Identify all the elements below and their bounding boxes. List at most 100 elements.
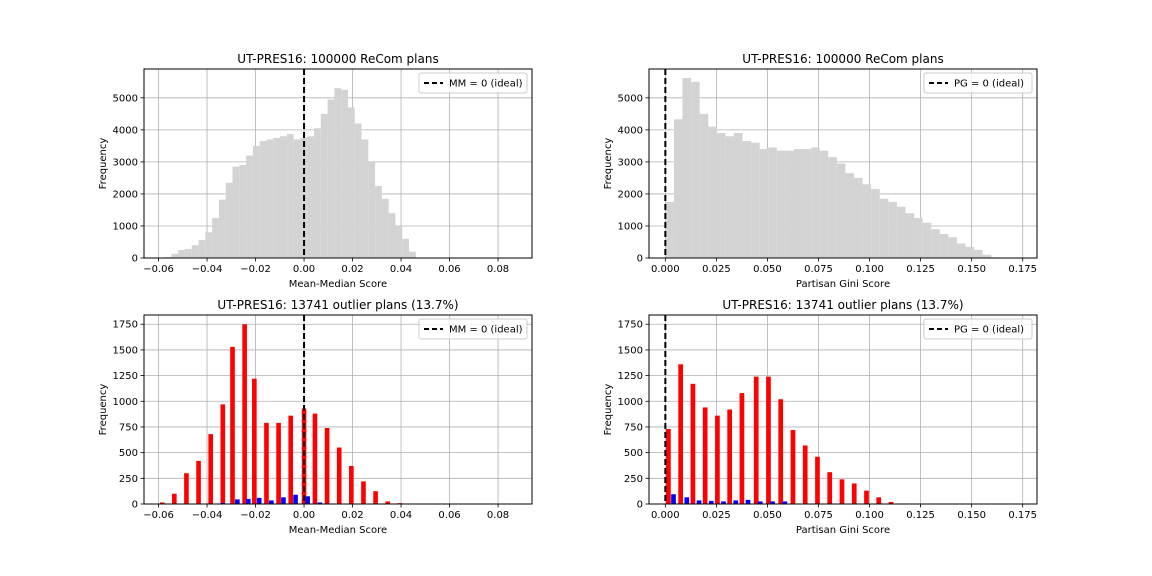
x-tick-label: 0.06 xyxy=(438,264,460,275)
x-tick-label: 0.075 xyxy=(804,510,833,521)
histogram-bar xyxy=(361,481,366,504)
y-axis-label: Frequency xyxy=(603,384,614,436)
histogram-bar xyxy=(293,139,301,258)
subplot-bottom-right: 0.000 0.025 0.050 0.075 0.100 0.125 0.150 0.175… xyxy=(603,298,1038,536)
histogram-bar xyxy=(395,225,403,258)
histogram-bar xyxy=(191,245,199,258)
y-tick-label: 1000 xyxy=(618,221,643,232)
histogram-bar xyxy=(922,222,932,258)
histogram-bar xyxy=(212,217,219,258)
histogram-bar xyxy=(785,150,794,258)
chart-title: UT-PRES16: 13741 outlier plans (13.7%) xyxy=(722,298,963,312)
histogram-bar xyxy=(196,460,201,504)
histogram-bar xyxy=(230,346,235,504)
histogram-bar xyxy=(745,499,751,504)
histogram-bar xyxy=(690,383,696,504)
y-tick-label: 500 xyxy=(624,448,643,459)
x-tick-label: 0.00 xyxy=(293,510,315,521)
histogram-bar xyxy=(172,493,177,504)
histogram-bar xyxy=(682,77,692,259)
histogram-bar xyxy=(225,182,233,258)
histogram-bar xyxy=(753,376,759,504)
x-tick-label: −0.04 xyxy=(192,264,223,275)
y-tick-label: 3000 xyxy=(113,157,138,168)
y-tick-label: 2000 xyxy=(113,189,138,200)
histogram-bar xyxy=(776,150,786,258)
histogram-bar xyxy=(751,142,760,258)
y-tick-label: 0 xyxy=(637,254,643,265)
legend-label: PG = 0 (ideal) xyxy=(954,79,1024,90)
histogram-bar xyxy=(956,243,966,258)
histogram-bar xyxy=(716,133,726,258)
y-tick-label: 1250 xyxy=(618,371,643,382)
y-tick-label: 0 xyxy=(132,500,138,511)
histogram-bar xyxy=(778,399,784,504)
y-tick-label: 4000 xyxy=(618,125,643,136)
legend: MM = 0 (ideal) xyxy=(418,318,528,340)
y-tick-label: 1500 xyxy=(618,345,643,356)
histogram-bar xyxy=(286,134,294,258)
histogram-bar xyxy=(269,500,274,504)
histogram-bar xyxy=(381,198,389,258)
x-tick-label: 0.050 xyxy=(753,264,782,275)
x-tick-label: 0.000 xyxy=(651,510,680,521)
histogram-bar xyxy=(839,479,845,504)
histogram-bar xyxy=(385,501,391,504)
histogram-bar xyxy=(252,378,257,504)
x-tick-label: 0.075 xyxy=(804,264,833,275)
histogram-bar xyxy=(666,429,671,504)
histogram-bar xyxy=(402,238,410,258)
histogram-bar xyxy=(341,89,348,258)
histogram-bar xyxy=(354,123,362,258)
x-tick-label: 0.000 xyxy=(651,264,680,275)
histogram-bar xyxy=(725,136,734,258)
histogram-bar xyxy=(184,473,189,504)
histogram-bar xyxy=(684,497,690,504)
histogram-bar xyxy=(307,136,314,258)
chart-title: UT-PRES16: 13741 outlier plans (13.7%) xyxy=(217,298,458,312)
histogram-bar xyxy=(246,155,253,258)
histogram-bar xyxy=(871,189,880,258)
histogram-bar xyxy=(178,249,185,258)
histogram-bar xyxy=(864,490,869,504)
histogram-bar xyxy=(293,494,298,504)
histogram-bar xyxy=(896,206,906,258)
histogram-bar xyxy=(220,404,226,504)
histogram-bar xyxy=(699,113,709,258)
legend: MM = 0 (ideal) xyxy=(418,72,528,94)
histogram-bar xyxy=(793,149,803,258)
histogram-bar xyxy=(888,501,894,504)
histogram-bar xyxy=(739,393,745,504)
y-tick-label: 4000 xyxy=(113,125,138,136)
histogram-bar xyxy=(702,407,708,504)
histogram-bar xyxy=(409,251,416,258)
histogram-bar xyxy=(766,376,771,504)
x-axis-label: Partisan Gini Score xyxy=(796,279,890,290)
y-tick-label: 1500 xyxy=(113,345,138,356)
histogram-bar xyxy=(757,501,763,504)
x-tick-label: 0.02 xyxy=(341,264,363,275)
histogram-bar xyxy=(375,185,382,258)
histogram-bar xyxy=(349,465,354,504)
histogram-bar xyxy=(727,409,733,504)
histogram-bar xyxy=(368,161,376,258)
histogram-bar xyxy=(317,502,323,504)
x-tick-label: 0.175 xyxy=(1008,510,1037,521)
histogram-bar xyxy=(301,408,307,504)
histogram-bar xyxy=(361,139,369,258)
x-tick-label: 0.00 xyxy=(293,264,315,275)
histogram-bar xyxy=(815,456,820,504)
histogram-bar xyxy=(851,483,857,504)
x-tick-label: 0.125 xyxy=(906,510,935,521)
x-tick-label: 0.150 xyxy=(957,510,986,521)
histogram-bar xyxy=(259,141,267,258)
legend-label: PG = 0 (ideal) xyxy=(954,325,1024,336)
x-tick-label: −0.02 xyxy=(240,264,271,275)
legend-box xyxy=(418,72,528,94)
histogram-bar xyxy=(327,99,335,258)
histogram-bar xyxy=(708,126,717,259)
histogram-bar xyxy=(802,149,812,258)
x-tick-label: −0.02 xyxy=(240,510,271,521)
